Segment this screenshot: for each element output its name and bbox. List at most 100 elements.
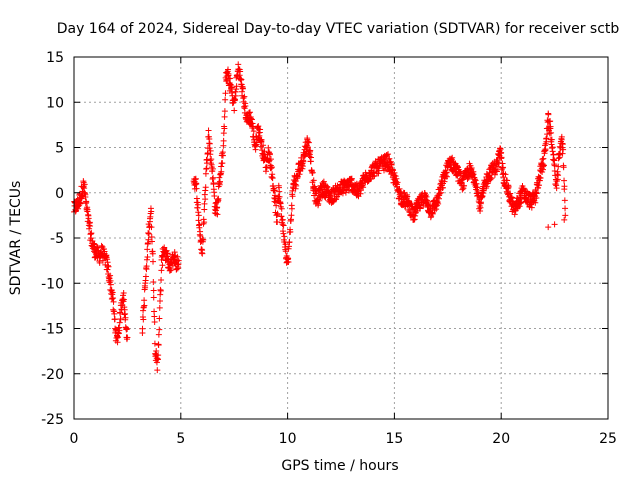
- data-point-383: [202, 196, 209, 203]
- data-point-670: [278, 205, 285, 212]
- data-point-96: [96, 259, 103, 266]
- data-point-125: [104, 266, 111, 273]
- x-axis-label: GPS time / hours: [281, 458, 398, 474]
- data-point-406: [208, 156, 215, 163]
- data-point-904: [339, 190, 346, 197]
- data-point-444: [218, 168, 225, 175]
- data-point-1530: [500, 164, 507, 171]
- data-point-187: [120, 296, 127, 303]
- x-tick-label-5: 25: [599, 431, 617, 447]
- data-point-1044: [375, 167, 382, 174]
- data-point-1330: [449, 154, 456, 161]
- data-point-399: [206, 135, 213, 142]
- data-point-1562: [508, 195, 515, 202]
- data-point-1305: [442, 172, 449, 179]
- data-point-652: [274, 211, 281, 218]
- data-point-1546: [504, 177, 511, 184]
- data-point-413: [210, 174, 217, 181]
- data-point-1203: [416, 204, 423, 211]
- y-tick-label-2: -15: [41, 322, 64, 338]
- data-point-64: [88, 235, 95, 242]
- data-point-1663: [533, 190, 540, 197]
- data-point-1485: [488, 175, 495, 182]
- data-point-706: [288, 212, 295, 219]
- data-point-151: [111, 310, 118, 317]
- data-point-224: [145, 230, 152, 237]
- data-point-385: [202, 184, 209, 191]
- data-point-974: [357, 187, 364, 194]
- data-point-352: [193, 195, 200, 202]
- data-point-238: [148, 238, 155, 245]
- data-point-436: [216, 174, 223, 181]
- data-point-415: [210, 179, 217, 186]
- data-point-811: [316, 197, 323, 204]
- data-point-1764: [560, 146, 567, 153]
- y-tick-label-5: 0: [55, 186, 64, 202]
- data-point-376: [200, 236, 207, 243]
- data-point-631: [268, 165, 275, 172]
- data-point-223: [144, 239, 151, 246]
- data-point-1093: [388, 161, 395, 168]
- data-point-452: [220, 137, 227, 144]
- data-point-685: [282, 248, 289, 255]
- data-point-235: [148, 208, 155, 215]
- data-point-146: [110, 295, 117, 302]
- data-point-112: [100, 245, 107, 252]
- x-tick-label-1: 5: [176, 431, 185, 447]
- data-point-448: [219, 160, 226, 167]
- data-point-1267: [433, 206, 440, 213]
- data-point-51: [84, 206, 91, 213]
- data-point-1722: [548, 136, 555, 143]
- data-point-649: [273, 202, 280, 209]
- y-tick-label-4: -5: [50, 231, 64, 247]
- data-point-600: [260, 142, 267, 149]
- data-point-1692: [540, 162, 547, 169]
- data-point-1702: [543, 135, 550, 142]
- data-point-338: [175, 257, 182, 264]
- data-point-1552: [505, 183, 512, 190]
- data-point-708: [288, 205, 295, 212]
- data-point-310: [168, 267, 175, 274]
- data-point-357: [195, 209, 202, 216]
- data-point-702: [287, 228, 294, 235]
- data-point-396: [205, 127, 212, 134]
- data-point-1042: [375, 170, 382, 177]
- data-point-1236: [425, 198, 432, 205]
- data-point-1465: [483, 183, 490, 190]
- x-tick-label-3: 15: [385, 431, 403, 447]
- data-point-1767: [561, 177, 568, 184]
- data-point-565: [250, 128, 257, 135]
- data-point-1205: [417, 205, 424, 212]
- data-point-1281: [436, 190, 443, 197]
- data-point-404: [207, 147, 214, 154]
- data-point-1116: [394, 179, 401, 186]
- data-point-1084: [386, 155, 393, 162]
- data-point-209: [141, 302, 148, 309]
- data-point-605: [261, 148, 268, 155]
- data-point-1091: [387, 171, 394, 178]
- data-point-261: [155, 352, 162, 359]
- data-point-219: [143, 256, 150, 263]
- data-point-227: [145, 230, 152, 237]
- data-point-1774: [551, 221, 558, 228]
- data-point-141: [108, 286, 115, 293]
- data-point-40: [81, 181, 88, 188]
- data-point-626: [266, 151, 273, 158]
- data-point-199: [124, 325, 131, 332]
- data-point-1775: [545, 224, 552, 231]
- data-point-1185: [412, 212, 419, 219]
- y-tick-label-0: -25: [41, 412, 64, 428]
- grid-lines: [74, 57, 608, 419]
- data-point-777: [307, 147, 314, 154]
- data-point-1193: [414, 207, 421, 214]
- chart-title: Day 164 of 2024, Sidereal Day-to-day VTE…: [57, 21, 620, 37]
- data-point-373: [199, 250, 206, 257]
- data-point-484: [229, 84, 236, 91]
- y-axis-ticks: -25 -20 -15 -10 -5 0 5 10 15: [41, 50, 608, 428]
- data-point-1369: [459, 186, 466, 193]
- data-point-418: [211, 193, 218, 200]
- data-point-1109: [392, 173, 399, 180]
- data-point-514: [237, 68, 244, 75]
- data-point-471: [225, 70, 232, 77]
- data-point-1539: [502, 171, 509, 178]
